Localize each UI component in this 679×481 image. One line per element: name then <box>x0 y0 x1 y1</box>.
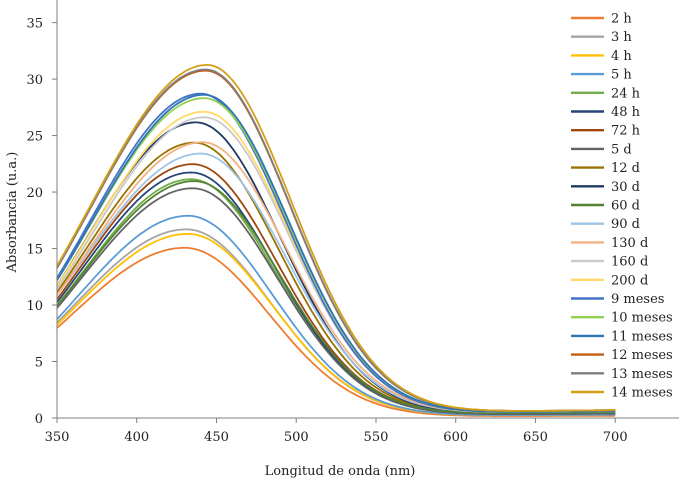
series-curve <box>56 93 616 413</box>
series-curve <box>56 110 616 413</box>
series-curve <box>56 178 616 415</box>
series-curve <box>56 187 616 415</box>
x-tick-label: 350 <box>45 430 70 445</box>
y-axis-ticks: 0 5 10 15 20 25 30 35 <box>26 17 57 427</box>
legend-label: 200 d <box>611 273 648 288</box>
legend-label: 160 d <box>611 255 648 270</box>
legend-label: 9 meses <box>611 292 664 307</box>
x-tick-label: 550 <box>364 430 389 445</box>
legend-label: 72 h <box>611 124 641 139</box>
legend-label: 4 h <box>611 49 632 64</box>
legend-label: 11 meses <box>611 329 673 344</box>
x-tick-label: 450 <box>204 430 229 445</box>
y-tick-label: 5 <box>35 356 43 371</box>
series-curve <box>56 246 616 417</box>
series-curve <box>56 121 616 414</box>
series-curve <box>56 141 616 413</box>
x-tick-label: 500 <box>284 430 309 445</box>
y-tick-label: 20 <box>26 186 43 201</box>
x-axis-title: Longitud de onda (nm) <box>265 464 416 479</box>
y-tick-label: 30 <box>26 73 43 88</box>
series-curve <box>56 214 616 416</box>
legend-label: 2 h <box>611 12 632 27</box>
series-curves <box>56 63 616 417</box>
legend-label: 12 d <box>611 161 640 176</box>
x-axis-ticks: 350 400 450 500 550 600 650 700 <box>45 418 628 445</box>
legend-label: 5 h <box>611 68 632 83</box>
series-curve <box>56 116 616 413</box>
legend-label: 5 d <box>611 142 632 157</box>
legend-label: 48 h <box>611 105 641 120</box>
legend-label: 14 meses <box>611 386 673 401</box>
axes <box>56 0 679 419</box>
legend-label: 10 meses <box>611 311 673 326</box>
legend-label: 24 h <box>611 86 641 101</box>
y-axis-title: Absorbancia (u.a.) <box>5 152 20 274</box>
y-tick-label: 25 <box>26 130 43 145</box>
y-tick-label: 0 <box>35 412 43 427</box>
legend-label: 3 h <box>611 30 632 45</box>
x-tick-label: 400 <box>124 430 149 445</box>
legend-label: 30 d <box>611 180 640 195</box>
y-tick-label: 35 <box>26 17 43 32</box>
legend-label: 13 meses <box>611 367 673 382</box>
legend-label: 60 d <box>611 199 640 214</box>
legend-label: 12 meses <box>611 348 673 363</box>
series-curve <box>56 180 616 414</box>
series-curve <box>56 63 616 412</box>
series-curve <box>56 97 616 413</box>
x-tick-label: 600 <box>443 430 468 445</box>
y-tick-label: 15 <box>26 243 43 258</box>
y-tick-label: 10 <box>26 299 43 314</box>
x-tick-label: 650 <box>523 430 548 445</box>
legend-label: 130 d <box>611 236 648 251</box>
legend-label: 90 d <box>611 217 640 232</box>
x-tick-label: 700 <box>603 430 628 445</box>
legend: 2 h 3 h 4 h 5 h 24 h 48 h 72 h 5 d 12 d 30 d 60 d 9… <box>571 12 673 401</box>
